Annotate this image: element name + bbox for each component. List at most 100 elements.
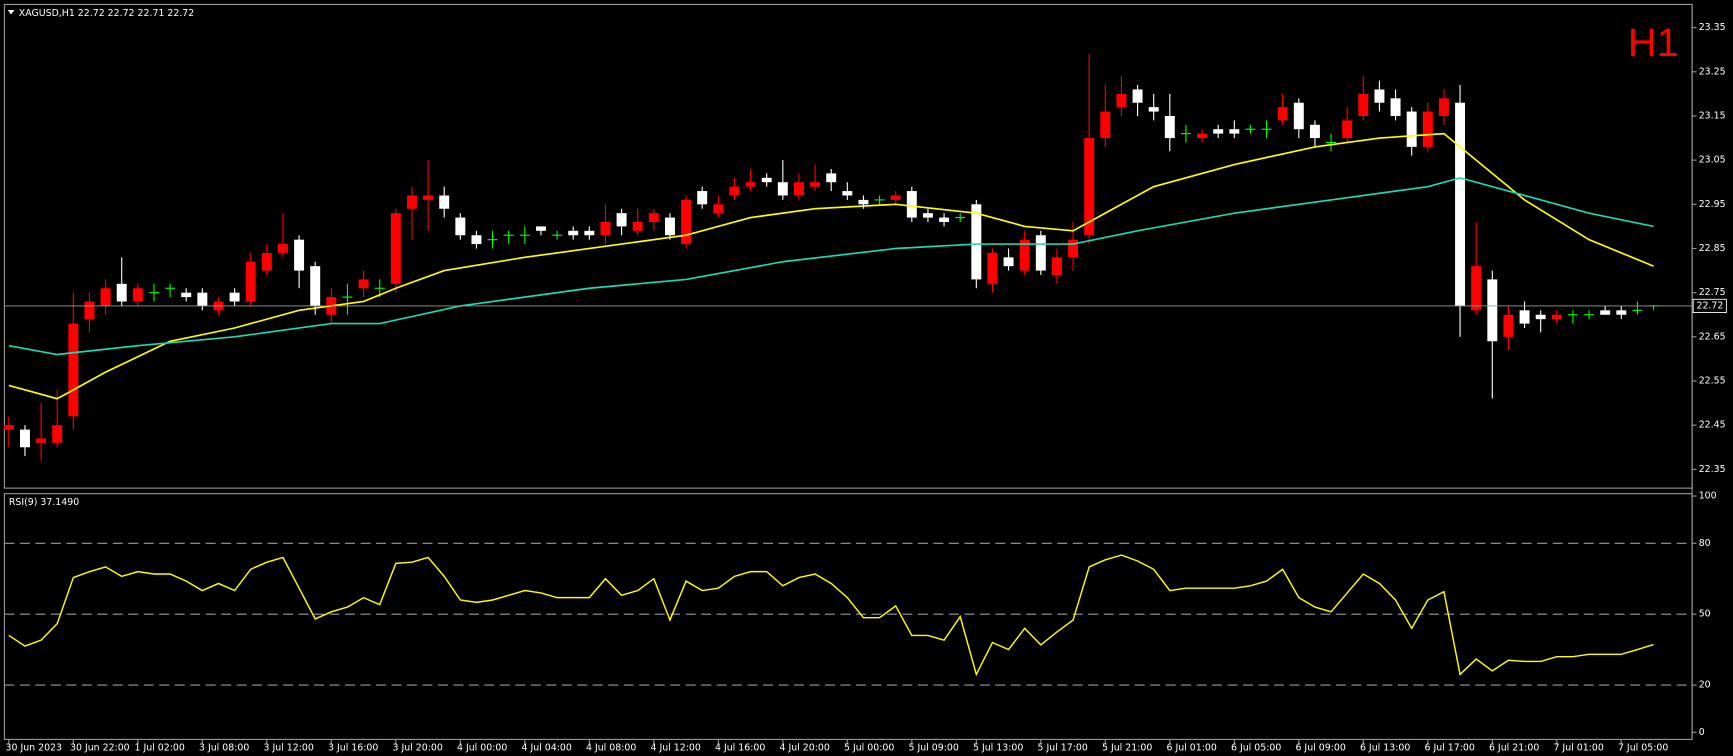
candle-body: [648, 213, 659, 222]
y-tick-label: 22.85: [1699, 243, 1726, 254]
moving-average: [8, 132, 1654, 400]
candle-body: [1487, 279, 1498, 342]
candle-body: [1519, 310, 1530, 324]
candle-body: [1132, 89, 1143, 103]
candle-body: [890, 195, 901, 200]
candle-body: [1084, 138, 1095, 236]
x-tick-label: 4 Jul 04:00: [522, 743, 572, 754]
candle-body: [1616, 310, 1627, 315]
candle-body: [310, 266, 321, 306]
candle-body: [1148, 107, 1159, 112]
candle-body: [1035, 235, 1046, 271]
candle-body: [1229, 129, 1240, 134]
candle-body: [761, 177, 772, 183]
y-tick-label: 22.35: [1699, 464, 1726, 475]
candle-body: [68, 323, 79, 417]
x-tick-label: 30 Jun 2023: [6, 743, 62, 754]
candle-body: [664, 217, 675, 236]
y-tick-label: 0: [1699, 727, 1705, 738]
x-tick-label: 6 Jul 09:00: [1295, 743, 1345, 754]
candle-body: [52, 425, 63, 443]
candle-body: [971, 204, 982, 280]
candle-body: [681, 199, 692, 245]
x-tick-label: 5 Jul 00:00: [844, 743, 894, 754]
x-tick-label: 7 Jul 05:00: [1618, 743, 1668, 754]
moving-average: [8, 176, 1654, 356]
x-tick-label: 1 Jul 02:00: [135, 743, 185, 754]
x-tick-label: 6 Jul 13:00: [1360, 743, 1410, 754]
menu-arrow[interactable]: [7, 9, 15, 15]
candle-body: [1342, 120, 1353, 139]
candle-body: [600, 221, 611, 236]
candle-body: [1358, 93, 1369, 116]
candle-body: [294, 239, 305, 271]
x-tick-label: 3 Jul 08:00: [199, 743, 249, 754]
candle-body: [1422, 111, 1433, 147]
x-tick-label: 5 Jul 13:00: [973, 743, 1023, 754]
y-tick-label: 22.75: [1699, 287, 1726, 298]
x-tick-label: 4 Jul 08:00: [586, 743, 636, 754]
y-tick-label: 22.55: [1699, 376, 1726, 387]
candle-body: [358, 279, 369, 289]
candle-body: [777, 182, 788, 196]
y-tick-label: 100: [1699, 491, 1717, 502]
x-tick-label: 5 Jul 17:00: [1037, 743, 1087, 754]
candle-body: [1197, 133, 1208, 139]
x-tick-label: 6 Jul 05:00: [1231, 743, 1281, 754]
candle-body: [1019, 239, 1030, 271]
candle-body: [826, 173, 837, 183]
candle-body: [19, 429, 30, 448]
candle-body: [1309, 124, 1320, 139]
current-price-label: 22.72: [1697, 300, 1724, 311]
candle-body: [245, 261, 256, 302]
candle-body: [1535, 314, 1546, 320]
candle-body: [406, 195, 417, 209]
candle-body: [36, 438, 47, 443]
x-tick-label: 3 Jul 12:00: [264, 743, 314, 754]
timeframe-label: H1: [1628, 21, 1679, 65]
chart-title: XAGUSD,H1 22.72 22.72 22.71 22.72: [19, 8, 194, 19]
candle-body: [390, 213, 401, 284]
candle-body: [261, 252, 272, 271]
x-tick-label: 3 Jul 20:00: [393, 743, 443, 754]
x-tick-label: 3 Jul 16:00: [328, 743, 378, 754]
rsi-title: RSI(9) 37.1490: [9, 497, 79, 508]
candle-body: [181, 292, 192, 298]
x-tick-label: 30 Jun 22:00: [70, 743, 130, 754]
candle-body: [810, 182, 821, 187]
candle-body: [1390, 98, 1401, 116]
y-tick-label: 23.15: [1699, 110, 1726, 121]
y-tick-label: 23.35: [1699, 22, 1726, 33]
candle-body: [713, 204, 724, 214]
candle-body: [1471, 266, 1482, 311]
candle-body: [1293, 102, 1304, 130]
x-tick-label: 4 Jul 16:00: [715, 743, 765, 754]
candle-body: [1503, 314, 1514, 337]
candle-body: [697, 191, 708, 205]
candle-body: [100, 288, 111, 306]
candle-body: [1100, 111, 1111, 139]
x-tick-label: 7 Jul 01:00: [1553, 743, 1603, 754]
y-tick-label: 20: [1699, 680, 1711, 691]
candle-body: [1051, 257, 1062, 275]
x-tick-label: 4 Jul 00:00: [457, 743, 507, 754]
x-tick-label: 4 Jul 12:00: [651, 743, 701, 754]
candle-body: [1164, 115, 1175, 139]
candle-body: [1213, 129, 1224, 134]
candle-body: [3, 425, 14, 430]
candle-body: [1374, 89, 1385, 103]
candle-body: [1600, 310, 1611, 315]
y-tick-label: 22.45: [1699, 420, 1726, 431]
y-tick-label: 22.95: [1699, 199, 1726, 210]
x-tick-label: 6 Jul 01:00: [1166, 743, 1216, 754]
candle-body: [729, 186, 740, 196]
y-tick-label: 23.25: [1699, 66, 1726, 77]
x-tick-label: 6 Jul 17:00: [1424, 743, 1474, 754]
candle-body: [745, 182, 756, 187]
candle-body: [939, 217, 950, 222]
candle-body: [922, 213, 933, 218]
x-tick-label: 6 Jul 21:00: [1489, 743, 1539, 754]
candle-body: [1068, 239, 1079, 258]
